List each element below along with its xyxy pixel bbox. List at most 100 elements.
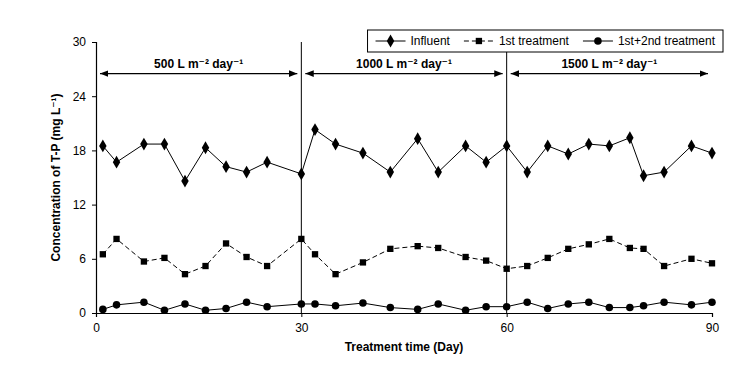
period-arrow bbox=[100, 73, 297, 74]
tick-label: 0 bbox=[93, 321, 100, 335]
tick: 6 bbox=[79, 252, 96, 266]
data-point bbox=[627, 245, 633, 251]
data-point bbox=[387, 166, 394, 179]
data-point bbox=[202, 141, 209, 154]
x-axis: 0 30 60 90 bbox=[93, 313, 719, 335]
data-point bbox=[161, 307, 169, 315]
tick-label: 60 bbox=[500, 321, 514, 335]
tick-mark bbox=[92, 42, 96, 43]
legend-label: 1st+2nd treatment bbox=[618, 34, 716, 48]
legend-marker bbox=[387, 35, 394, 48]
data-point bbox=[606, 304, 614, 312]
data-point bbox=[688, 301, 696, 309]
data-point bbox=[544, 139, 551, 152]
tick-label: 12 bbox=[73, 198, 87, 212]
data-point bbox=[99, 306, 107, 314]
data-point bbox=[113, 236, 119, 242]
data-point bbox=[544, 305, 552, 313]
data-point bbox=[586, 241, 592, 247]
tick-label: 24 bbox=[73, 90, 87, 104]
tick-mark bbox=[92, 205, 96, 206]
data-point bbox=[660, 166, 667, 179]
data-point bbox=[298, 167, 305, 180]
data-point bbox=[100, 251, 106, 257]
tick: 60 bbox=[500, 313, 514, 335]
data-point bbox=[523, 166, 530, 179]
legend-marker bbox=[476, 38, 482, 44]
data-point bbox=[312, 251, 318, 257]
data-point bbox=[141, 258, 147, 264]
data-point bbox=[482, 156, 489, 169]
data-point bbox=[181, 175, 188, 188]
tick-mark bbox=[92, 150, 96, 151]
data-point bbox=[503, 139, 510, 152]
data-point bbox=[660, 298, 668, 306]
data-point bbox=[140, 138, 147, 151]
tick: 30 bbox=[295, 313, 309, 335]
legend-item: 1st treatment bbox=[464, 34, 570, 48]
data-point bbox=[524, 263, 530, 269]
data-point bbox=[161, 138, 168, 151]
tick-label: 0 bbox=[79, 306, 86, 320]
legend-box bbox=[368, 30, 723, 52]
annotations: 500 L m⁻² day⁻¹1000 L m⁻² day⁻¹1500 L m⁻… bbox=[100, 42, 708, 313]
legend-item: Influent bbox=[376, 34, 451, 48]
chart: 0 30 60 90 0 6 12 18 24 30 500 L m⁻² day⁻¹1000 L m… bbox=[0, 0, 733, 370]
data-point bbox=[435, 245, 441, 251]
data-point bbox=[708, 147, 715, 160]
y-axis-title: Concentration of T-P (mg L⁻¹) bbox=[49, 93, 63, 261]
data-point bbox=[688, 139, 695, 152]
data-point bbox=[415, 243, 421, 249]
data-point bbox=[113, 301, 121, 309]
data-point bbox=[181, 300, 189, 308]
data-point bbox=[626, 304, 634, 312]
data-point bbox=[223, 240, 229, 246]
tick-label: 30 bbox=[295, 321, 309, 335]
legend-item: 1st+2nd treatment bbox=[583, 34, 716, 48]
tick-mark bbox=[92, 259, 96, 260]
tick: 0 bbox=[79, 306, 96, 320]
tick: 0 bbox=[93, 313, 100, 335]
data-point bbox=[640, 246, 646, 252]
data-point bbox=[311, 123, 318, 136]
data-point bbox=[298, 236, 304, 242]
data-point bbox=[462, 254, 468, 260]
data-point bbox=[640, 169, 647, 182]
data-point bbox=[243, 254, 249, 260]
data-point bbox=[523, 298, 531, 306]
data-point bbox=[387, 304, 395, 312]
marks bbox=[99, 123, 716, 314]
data-point bbox=[585, 298, 593, 306]
data-point bbox=[709, 260, 715, 266]
tick-label: 90 bbox=[706, 321, 720, 335]
tick-label: 30 bbox=[73, 35, 87, 49]
data-point bbox=[243, 166, 250, 179]
data-point bbox=[435, 166, 442, 179]
tick: 30 bbox=[73, 35, 96, 49]
data-point bbox=[113, 156, 120, 169]
y-axis: 0 6 12 18 24 30 bbox=[73, 35, 97, 320]
data-point bbox=[263, 303, 271, 311]
tick-label: 18 bbox=[73, 144, 87, 158]
data-point bbox=[332, 138, 339, 151]
legend-label: 1st treatment bbox=[499, 34, 570, 48]
data-point bbox=[140, 298, 148, 306]
data-point bbox=[387, 246, 393, 252]
data-point bbox=[640, 302, 648, 310]
data-point bbox=[585, 138, 592, 151]
axis-line bbox=[92, 43, 97, 314]
data-point bbox=[434, 300, 442, 308]
tick-mark bbox=[92, 96, 96, 97]
series-line bbox=[103, 239, 712, 274]
data-point bbox=[565, 246, 571, 252]
data-point bbox=[688, 256, 694, 262]
data-point bbox=[504, 266, 510, 272]
data-point bbox=[414, 132, 421, 145]
legend: Influent 1st treatment 1st+2nd treatment bbox=[368, 30, 723, 52]
legend-marker bbox=[594, 37, 602, 45]
data-point bbox=[202, 307, 210, 315]
data-point bbox=[661, 263, 667, 269]
data-point bbox=[359, 299, 367, 307]
data-point bbox=[503, 303, 511, 311]
data-point bbox=[332, 302, 340, 310]
